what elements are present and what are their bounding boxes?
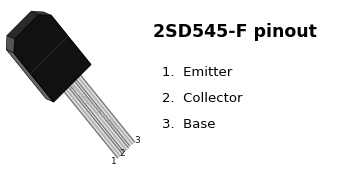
Text: 2: 2 bbox=[119, 149, 125, 158]
Text: 1: 1 bbox=[111, 157, 117, 166]
Polygon shape bbox=[6, 49, 54, 102]
Text: 2SD545-F pinout: 2SD545-F pinout bbox=[153, 23, 316, 41]
Polygon shape bbox=[31, 11, 51, 15]
Text: 1.  Emitter: 1. Emitter bbox=[162, 65, 232, 78]
Polygon shape bbox=[6, 36, 14, 53]
Polygon shape bbox=[7, 11, 39, 39]
Text: 3: 3 bbox=[134, 136, 140, 145]
Text: 3.  Base: 3. Base bbox=[162, 118, 215, 130]
Text: el-component.com: el-component.com bbox=[68, 84, 121, 132]
Text: 2.  Collector: 2. Collector bbox=[162, 92, 242, 105]
Polygon shape bbox=[14, 15, 91, 102]
